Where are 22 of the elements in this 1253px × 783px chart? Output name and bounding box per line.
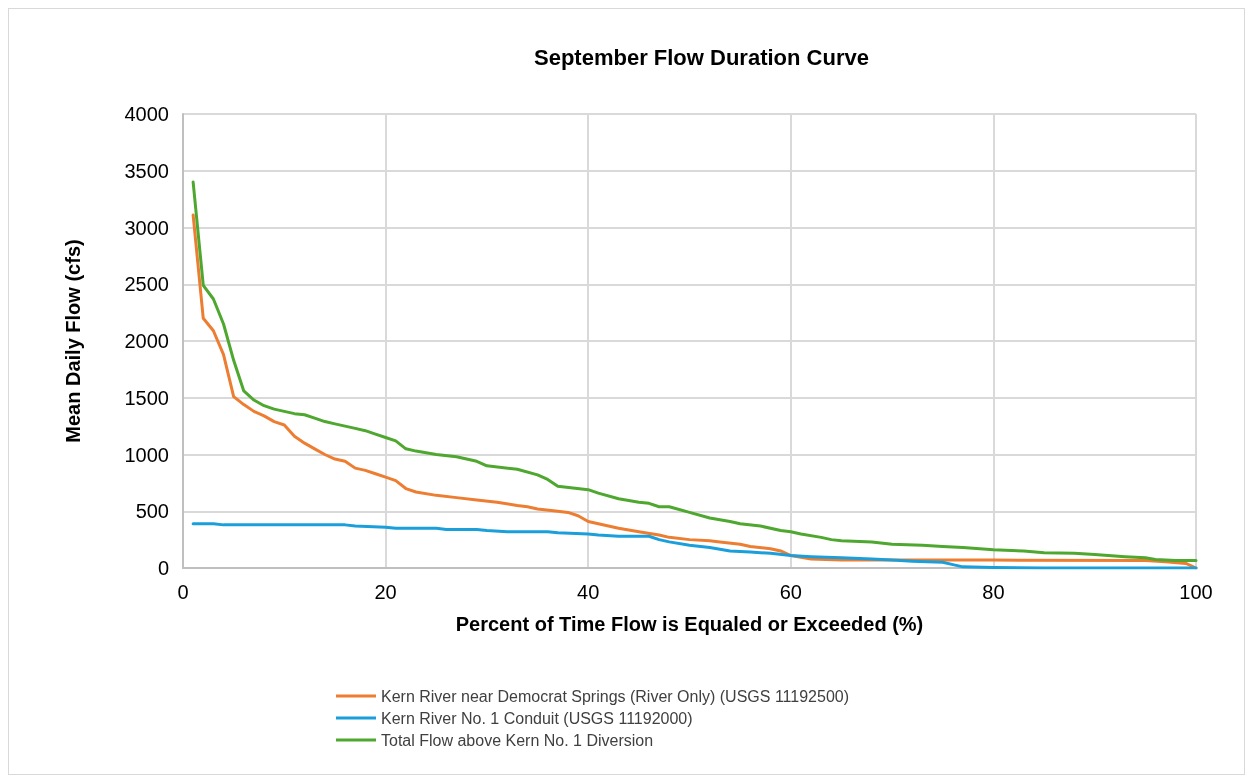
y-tick-label: 500	[135, 500, 169, 523]
y-tick-label: 2500	[124, 273, 169, 296]
x-tick-label: 40	[577, 581, 600, 603]
x-tick-label: 20	[374, 581, 397, 603]
y-tick-label: 1000	[124, 443, 169, 466]
y-tick-label: 1500	[124, 386, 169, 409]
y-tick-label: 2000	[124, 330, 169, 352]
x-tick-label: 60	[779, 581, 802, 603]
chart-title: September Flow Duration Curve	[534, 44, 869, 70]
y-tick-label: 0	[157, 557, 169, 579]
y-axis-title: Mean Daily Flow (cfs)	[62, 239, 84, 443]
line-series	[191, 522, 1198, 570]
legend-label: Kern River No. 1 Conduit (USGS 11192000)	[381, 709, 693, 727]
y-tick-label: 3000	[124, 216, 169, 239]
y-tick-label: 3500	[124, 159, 169, 182]
x-tick-label: 80	[982, 581, 1005, 603]
legend-label: Kern River near Democrat Springs (River Only) (USGS 11192500)	[381, 687, 850, 705]
x-tick-label: 100	[1179, 581, 1213, 603]
x-axis-title: Percent of Time Flow is Equaled or Exceeded (%)	[455, 613, 924, 635]
legend-label: Total Flow above Kern No. 1 Diversion	[381, 731, 654, 749]
y-tick-label: 4000	[124, 103, 169, 125]
x-tick-label: 0	[177, 581, 189, 603]
